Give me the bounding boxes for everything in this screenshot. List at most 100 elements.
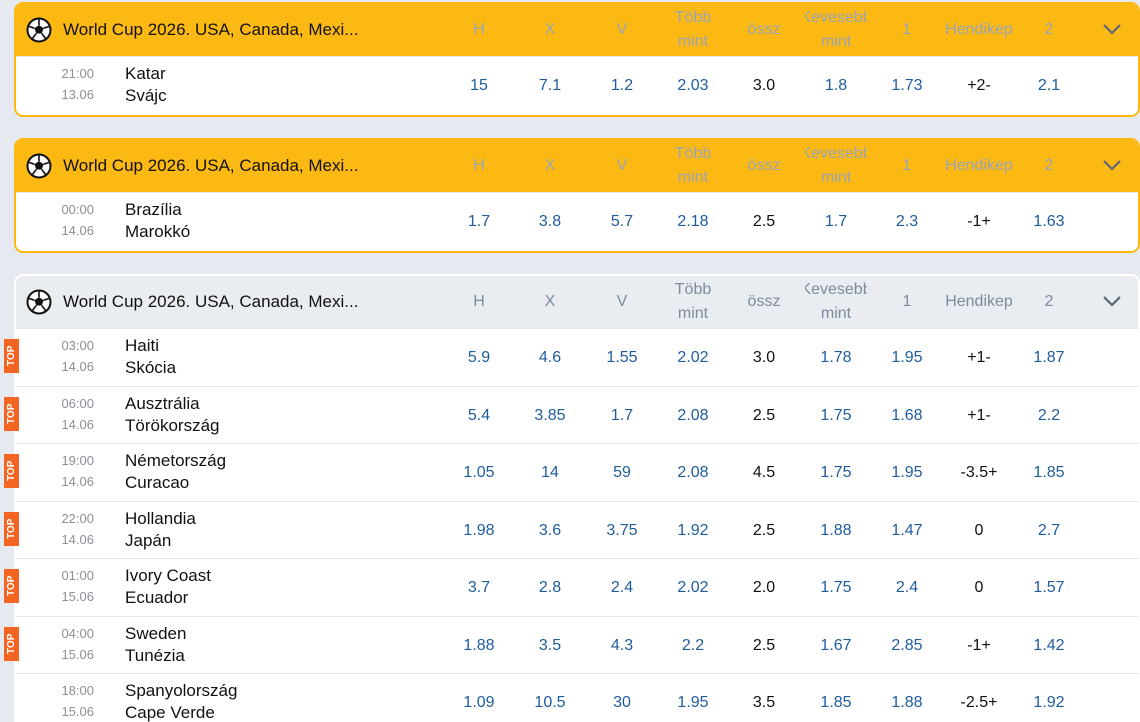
odds-value[interactable]: 2.5: [752, 521, 776, 539]
odds-value[interactable]: 1.85: [820, 694, 852, 711]
odds-value[interactable]: 30: [613, 694, 631, 711]
odds-value[interactable]: 2.7: [1037, 521, 1061, 539]
odds-value[interactable]: 1.05: [463, 464, 495, 481]
odds-value[interactable]: 1.67: [820, 636, 852, 654]
odds-value[interactable]: 1.98: [463, 521, 495, 539]
match-row[interactable]: 04:00 15.06 Sweden Tunézia 1.88 3.5 4.3 2.2 2.5 1…: [16, 615, 1138, 674]
odds-value[interactable]: 2.5: [752, 213, 776, 230]
match-row[interactable]: 00:00 14.06 Brazília Marokkó 1.7 3.8 5.7 2.18 2.…: [16, 192, 1138, 251]
odds-value[interactable]: -1+: [967, 213, 991, 230]
league-header[interactable]: World Cup 2026. USA, Canada, Mexi... H X V T…: [16, 140, 1138, 192]
odds-value[interactable]: +1-: [967, 349, 991, 366]
odds-value[interactable]: 0: [974, 521, 984, 539]
odds-value[interactable]: 3.8: [538, 213, 562, 230]
home-team[interactable]: Spanyolország: [125, 681, 238, 700]
odds-value[interactable]: 1.78: [820, 349, 852, 366]
odds-value[interactable]: 0: [974, 579, 984, 596]
odds-value[interactable]: 15: [470, 77, 488, 94]
odds-value[interactable]: 1.47: [891, 521, 923, 539]
odds-value[interactable]: 2.4: [895, 579, 919, 596]
match-row[interactable]: 18:00 15.06 Spanyolország Cape Verde 1.09 10.…: [16, 673, 1138, 722]
odds-value[interactable]: 1.92: [1033, 694, 1065, 711]
odds-value[interactable]: 1.75: [820, 579, 852, 596]
odds-value[interactable]: 59: [613, 464, 631, 481]
odds-value[interactable]: 1.7: [824, 213, 848, 230]
odds-value[interactable]: 1.63: [1033, 213, 1065, 230]
match-row[interactable]: 06:00 14.06 Ausztrália Törökország 5.4 3.85 1.…: [16, 385, 1138, 444]
odds-value[interactable]: 1.55: [606, 349, 638, 366]
odds-value[interactable]: 1.7: [610, 406, 634, 424]
match-row[interactable]: 21:00 13.06 Katar Svájc 15 7.1 1.2 2.03 3.0 1.8 1.…: [16, 56, 1138, 115]
odds-value[interactable]: 2.85: [891, 636, 923, 654]
odds-value[interactable]: -1+: [967, 636, 991, 654]
odds-value[interactable]: 1.73: [891, 77, 923, 94]
league-title[interactable]: World Cup 2026. USA, Canada, Mexi...: [63, 20, 359, 39]
odds-value[interactable]: +1-: [967, 406, 991, 424]
home-team[interactable]: Katar: [125, 64, 166, 83]
odds-value[interactable]: 1.2: [610, 77, 634, 94]
odds-value[interactable]: 3.75: [606, 521, 638, 539]
home-team[interactable]: Ivory Coast: [125, 566, 211, 585]
odds-value[interactable]: 2.5: [752, 406, 776, 424]
odds-value[interactable]: 2.0: [752, 579, 776, 596]
odds-value[interactable]: 3.5: [538, 636, 562, 654]
odds-value[interactable]: +2-: [967, 77, 991, 94]
odds-value[interactable]: 3.0: [752, 77, 776, 94]
odds-value[interactable]: 1.95: [891, 349, 923, 366]
odds-value[interactable]: 5.9: [467, 349, 491, 366]
odds-value[interactable]: 2.02: [677, 349, 709, 366]
league-header[interactable]: World Cup 2026. USA, Canada, Mexi... H X V T…: [16, 276, 1138, 328]
odds-value[interactable]: 3.7: [467, 579, 491, 596]
odds-value[interactable]: 1.95: [677, 694, 709, 711]
away-team[interactable]: Curacao: [125, 473, 190, 492]
away-team[interactable]: Svájc: [125, 86, 167, 105]
odds-value[interactable]: 1.75: [820, 464, 852, 481]
odds-value[interactable]: 3.5: [752, 694, 776, 711]
odds-value[interactable]: 4.3: [610, 636, 634, 654]
collapse-chevron[interactable]: [1102, 22, 1122, 41]
odds-value[interactable]: 2.1: [1037, 77, 1061, 94]
odds-value[interactable]: 14: [541, 464, 559, 481]
home-team[interactable]: Haiti: [125, 336, 160, 355]
odds-value[interactable]: 2.18: [677, 213, 709, 230]
collapse-chevron[interactable]: [1102, 294, 1122, 313]
away-team[interactable]: Tunézia: [125, 645, 185, 665]
match-row[interactable]: 03:00 14.06 Haiti Skócia 5.9 4.6 1.55 2.02 3.0 1.…: [16, 328, 1138, 386]
league-title[interactable]: World Cup 2026. USA, Canada, Mexi...: [63, 156, 359, 175]
match-row[interactable]: 01:00 15.06 Ivory Coast Ecuador 3.7 2.8 2.4 2.0…: [16, 558, 1138, 616]
odds-value[interactable]: 2.5: [752, 636, 776, 654]
odds-value[interactable]: -3.5+: [960, 464, 998, 481]
odds-value[interactable]: 1.42: [1033, 636, 1065, 654]
odds-value[interactable]: 2.08: [677, 406, 709, 424]
away-team[interactable]: Marokkó: [125, 222, 191, 241]
odds-value[interactable]: 1.68: [891, 406, 923, 424]
away-team[interactable]: Cape Verde: [125, 703, 215, 722]
odds-value[interactable]: 2.8: [538, 579, 562, 596]
match-row[interactable]: 19:00 14.06 Németország Curacao 1.05 14 59 2.08…: [16, 443, 1138, 501]
match-row[interactable]: 22:00 14.06 Hollandia Japán 1.98 3.6 3.75 1.92 2…: [16, 500, 1138, 559]
odds-value[interactable]: 1.88: [891, 694, 923, 711]
odds-value[interactable]: 2.2: [681, 636, 705, 654]
odds-value[interactable]: 2.4: [610, 579, 634, 596]
odds-value[interactable]: 3.85: [534, 406, 566, 424]
home-team[interactable]: Hollandia: [125, 508, 196, 528]
league-title[interactable]: World Cup 2026. USA, Canada, Mexi...: [63, 292, 359, 311]
odds-value[interactable]: 7.1: [538, 77, 562, 94]
odds-value[interactable]: 1.95: [891, 464, 923, 481]
odds-value[interactable]: 2.03: [677, 77, 709, 94]
odds-value[interactable]: 1.88: [820, 521, 852, 539]
odds-value[interactable]: 2.3: [895, 213, 919, 230]
odds-value[interactable]: 1.75: [820, 406, 852, 424]
away-team[interactable]: Ecuador: [125, 588, 189, 607]
away-team[interactable]: Törökország: [125, 415, 220, 435]
home-team[interactable]: Brazília: [125, 200, 182, 219]
away-team[interactable]: Skócia: [125, 358, 177, 377]
odds-value[interactable]: 5.4: [467, 406, 491, 424]
odds-value[interactable]: 10.5: [534, 694, 566, 711]
odds-value[interactable]: 3.6: [538, 521, 562, 539]
odds-value[interactable]: 1.8: [824, 77, 848, 94]
odds-value[interactable]: 2.02: [677, 579, 709, 596]
odds-value[interactable]: 1.57: [1033, 579, 1065, 596]
odds-value[interactable]: 1.87: [1033, 349, 1065, 366]
odds-value[interactable]: 3.0: [752, 349, 776, 366]
